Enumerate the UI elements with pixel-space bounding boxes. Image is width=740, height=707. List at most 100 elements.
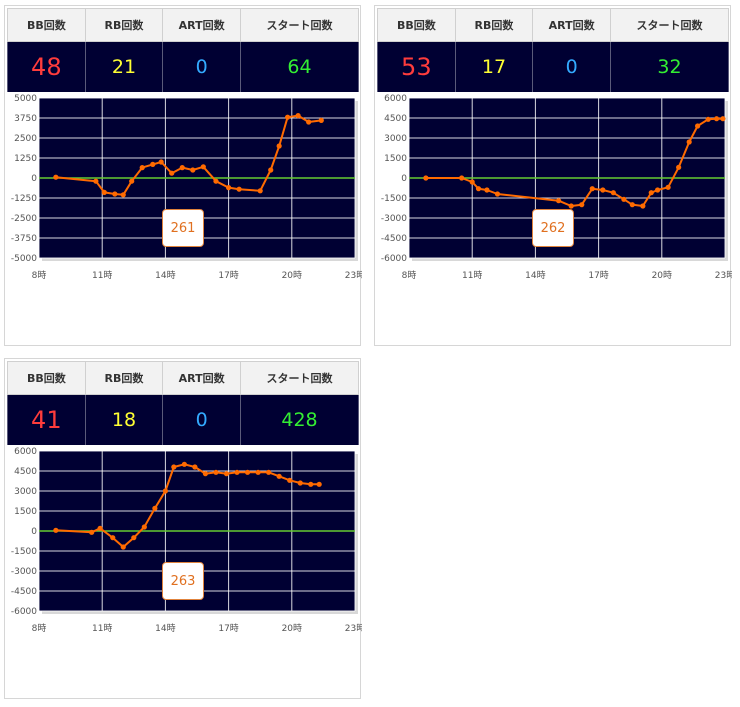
data-point [600, 187, 606, 193]
x-tick-label: 20時 [282, 623, 302, 634]
start-count: 64 [240, 41, 359, 92]
data-point [202, 471, 209, 477]
slump-chart: 5000 3750 2500 1250 0 -1250 -2500 -3750 -5000 8時 1… [11, 94, 362, 281]
data-point [459, 175, 465, 181]
x-tick-label: 14時 [155, 623, 175, 634]
data-point [287, 477, 293, 483]
data-point [621, 196, 627, 202]
x-tick-label: 14時 [525, 270, 545, 281]
data-point [268, 167, 274, 173]
y-tick-label: -1500 [11, 547, 37, 557]
data-point [648, 190, 654, 196]
rb-count: 17 [454, 41, 534, 92]
machine-number-button[interactable]: 262 [532, 209, 574, 247]
data-point [112, 191, 118, 197]
art-header: ART回数 [162, 7, 241, 43]
bb-header: BB回数 [377, 7, 456, 43]
data-point [244, 469, 251, 475]
data-point [579, 202, 585, 208]
data-point [484, 187, 490, 193]
y-tick-label: -4500 [11, 587, 37, 597]
y-tick-label: 4500 [384, 114, 407, 124]
y-tick-label: -4500 [381, 234, 407, 244]
data-point [276, 143, 282, 149]
data-point [97, 525, 103, 531]
machine-number-button[interactable]: 263 [162, 562, 204, 600]
data-point [295, 113, 301, 119]
data-point [720, 116, 726, 122]
data-point [475, 186, 482, 192]
data-point [276, 473, 282, 479]
data-point [695, 123, 701, 129]
data-point [169, 170, 175, 176]
data-point [306, 119, 312, 125]
y-tick-label: 4500 [14, 467, 37, 477]
data-point [120, 192, 126, 198]
y-tick-label: 2500 [14, 134, 37, 144]
x-tick-label: 17時 [588, 270, 608, 281]
data-point [192, 464, 198, 470]
data-point [223, 471, 230, 477]
rb-count: 21 [84, 41, 164, 92]
data-point [284, 114, 291, 120]
y-tick-label: 1500 [384, 154, 407, 164]
x-tick-label: 23時 [715, 270, 732, 281]
rb-count: 18 [84, 394, 164, 445]
start-count: 428 [240, 394, 359, 445]
data-point [705, 116, 711, 122]
slump-chart: 6000 4500 3000 1500 0 -1500 -3000 -4500 -6000 8時 1… [11, 447, 362, 634]
y-tick-label: 0 [401, 174, 407, 184]
data-point [110, 535, 116, 541]
bb-count: 53 [377, 41, 456, 92]
data-point [234, 469, 240, 475]
bb-count: 41 [7, 394, 86, 445]
y-tick-label: -3750 [11, 234, 37, 244]
data-point [308, 481, 314, 487]
y-tick-label: -1250 [11, 194, 37, 204]
data-point [236, 186, 242, 192]
stats-table: BB回数 RB回数 ART回数 スタート回数 48 21 0 64 [7, 7, 359, 92]
data-point [266, 469, 272, 475]
y-tick-label: 3750 [14, 114, 37, 124]
y-tick-label: 1250 [14, 154, 37, 164]
x-tick-label: 11時 [462, 270, 482, 281]
y-tick-label: -5000 [11, 254, 37, 264]
data-point [101, 189, 107, 195]
start-header: スタート回数 [240, 360, 359, 396]
y-tick-label: -1500 [381, 194, 407, 204]
data-point [179, 165, 185, 171]
rb-header: RB回数 [454, 7, 534, 43]
data-point [257, 188, 263, 194]
x-tick-label: 20時 [652, 270, 672, 281]
start-count: 32 [610, 41, 729, 92]
data-point [120, 544, 126, 550]
data-point [53, 527, 59, 533]
y-tick-label: 6000 [14, 447, 37, 457]
y-tick-label: 1500 [14, 507, 37, 517]
data-point [665, 184, 671, 190]
x-tick-label: 23時 [345, 623, 362, 634]
y-tick-label: -2500 [11, 214, 37, 224]
slump-chart: 6000 4500 3000 1500 0 -1500 -3000 -4500 -6000 8時 1… [381, 94, 732, 281]
data-point [190, 167, 196, 173]
art-header: ART回数 [162, 360, 241, 396]
stats-table: BB回数 RB回数 ART回数 スタート回数 41 18 0 428 [7, 360, 359, 445]
data-point [316, 481, 322, 487]
art-count: 0 [532, 41, 611, 92]
data-point [213, 178, 219, 184]
data-point [469, 179, 475, 185]
data-point [158, 159, 164, 165]
data-point [171, 464, 177, 470]
start-header: スタート回数 [610, 7, 729, 43]
machine-number-button[interactable]: 261 [162, 209, 204, 247]
data-point [93, 178, 99, 184]
data-point [318, 117, 324, 123]
x-tick-label: 8時 [32, 270, 47, 281]
data-point [297, 480, 303, 486]
x-tick-label: 20時 [282, 270, 302, 281]
data-point [152, 505, 158, 511]
data-point [162, 488, 168, 494]
data-point [640, 203, 646, 209]
y-tick-label: 6000 [384, 94, 407, 104]
data-point [139, 165, 145, 171]
